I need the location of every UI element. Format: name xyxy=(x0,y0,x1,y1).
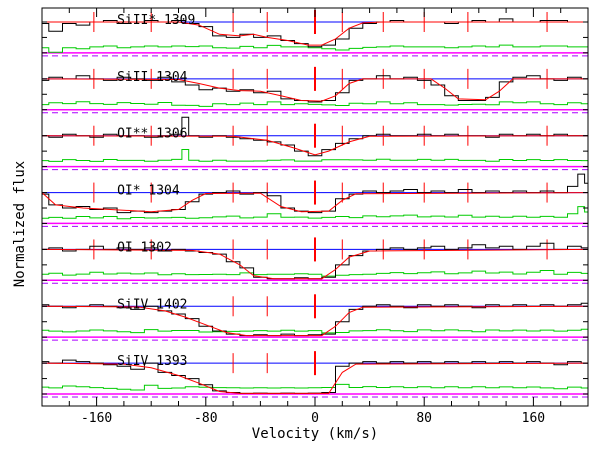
flux-data-trace xyxy=(42,18,588,48)
panels-layer: SiII* 1309 SiII 1304 OI** 1306 OI* 1304 OI 1… xyxy=(41,10,589,398)
flux-data-trace xyxy=(42,75,588,103)
x-tick-label: 160 xyxy=(522,411,545,426)
panel-label: SiII* 1309 xyxy=(117,13,195,28)
y-axis-title-wrap xyxy=(4,10,24,50)
residual-trace xyxy=(42,206,588,220)
residual-trace xyxy=(42,270,588,277)
x-axis: -160 -80 0 80 160 xyxy=(41,8,589,426)
voigt-fit-trace xyxy=(41,135,589,156)
flux-data-trace xyxy=(42,302,588,337)
spectrum-panel: SiIV 1402 xyxy=(41,294,589,341)
x-tick-label: 0 xyxy=(311,411,319,426)
voigt-fit-trace xyxy=(41,78,588,102)
x-axis-title: Velocity (km/s) xyxy=(252,426,378,442)
flux-data-trace xyxy=(42,173,588,214)
residual-trace xyxy=(42,149,588,162)
panel-label: OI* 1304 xyxy=(117,184,180,199)
residual-trace xyxy=(42,383,588,391)
voigt-fit-trace xyxy=(41,248,589,280)
voigt-fit-trace xyxy=(41,305,589,337)
spectrum-panel: SiIV 1393 xyxy=(41,351,589,398)
panel-label: SiII 1304 xyxy=(117,70,188,85)
x-tick-label: 80 xyxy=(416,411,432,426)
voigt-fit-trace xyxy=(41,362,589,394)
panel-label: OI** 1306 xyxy=(117,127,187,142)
x-tick-label: -80 xyxy=(194,411,217,426)
spectrum-panel: OI* 1304 xyxy=(41,173,589,227)
panel-label: OI 1302 xyxy=(117,240,172,255)
panel-label: SiIV 1393 xyxy=(117,354,187,369)
x-tick-label: -160 xyxy=(81,411,112,426)
y-axis-title: Normalized flux xyxy=(12,160,28,288)
voigt-fit-trace xyxy=(42,21,588,46)
spectrum-panel: SiII 1304 xyxy=(41,66,588,114)
residual-trace xyxy=(42,101,588,107)
spectrum-panel: OI 1302 xyxy=(41,237,589,284)
residual-trace xyxy=(42,328,588,334)
spectrum-panel: OI** 1306 xyxy=(41,116,589,171)
voigt-fit-trace xyxy=(41,192,589,213)
residual-trace xyxy=(42,44,588,53)
panel-label: SiIV 1402 xyxy=(117,297,187,312)
